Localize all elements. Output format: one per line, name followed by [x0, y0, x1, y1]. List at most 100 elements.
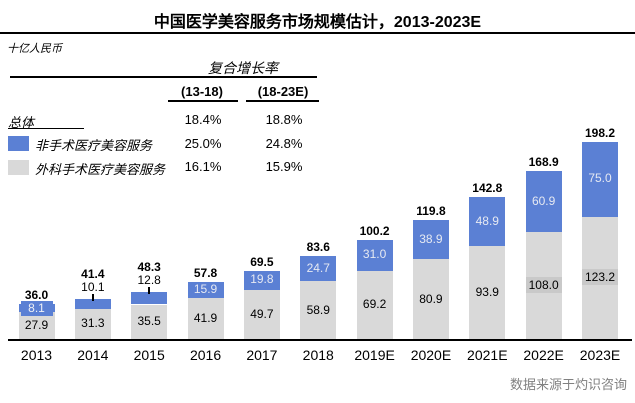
x-axis-label: 2020E [410, 347, 452, 363]
cagr-col-header-18-23e: (18-23E) [257, 84, 309, 99]
legend-swatch-non-surgical [8, 136, 29, 151]
bar-surgical-label-text: 49.7 [250, 307, 274, 322]
bar-segment-non-surgical [356, 239, 393, 271]
x-axis-label: 2022E [523, 347, 564, 363]
legend-total-underline [8, 128, 84, 129]
bar-surgical-label: 108.0 [514, 277, 574, 293]
cagr-col1-underline [168, 100, 238, 102]
bar-surgical-label: 35.5 [119, 314, 179, 328]
bar-surgical-label: 80.9 [401, 292, 461, 306]
bar-segment-non-surgical [412, 220, 449, 260]
bar-surgical-label-text: 123.2 [581, 269, 619, 286]
bar-segment-surgical [412, 259, 449, 340]
x-axis-label: 2023E [579, 347, 621, 363]
bar-surgical-label-text: 31.3 [81, 316, 105, 331]
y-axis-unit-label: 十亿人民币 [7, 43, 62, 55]
bar-segment-surgical [243, 290, 280, 340]
bar-total-label: 36.0 [24, 288, 49, 302]
title-divider [0, 32, 635, 34]
bar-non-surgical-label: 48.9 [475, 213, 499, 228]
bar-segment-non-surgical [74, 298, 111, 309]
bar-surgical-label-text: 27.9 [24, 318, 49, 333]
bar-total-label: 100.2 [359, 223, 390, 238]
bar-surgical-label: 49.7 [232, 307, 292, 321]
legend-swatch-surgical [8, 160, 29, 175]
legend-label-non-surgical: 非手术医疗美容服务 [35, 138, 153, 153]
bar-non-surgical-label: 60.9 [531, 193, 556, 208]
x-axis-label: 2019E [354, 347, 395, 363]
x-axis-line [8, 339, 632, 341]
bar-segment-surgical [187, 298, 224, 340]
bar-total-label: 41.4 [81, 266, 105, 281]
x-axis-label: 2021E [467, 347, 508, 363]
bar-non-surgical-label: 31.0 [362, 247, 387, 262]
bar-surgical-label: 93.9 [457, 285, 517, 299]
bar-surgical-label: 69.2 [345, 297, 405, 311]
bar-total-label: 119.8 [416, 204, 446, 219]
cagr-total-13-18: 18.4% [184, 112, 222, 127]
bar-non-surgical-label: 12.8 [137, 272, 161, 287]
cagr-surgical-13-18: 16.1% [184, 159, 222, 174]
x-axis-label: 2017 [246, 347, 278, 363]
bar-surgical-label: 27.9 [7, 318, 67, 332]
x-axis-label: 2018 [302, 347, 334, 363]
source-note: 数据来源于灼识咨询 [509, 377, 627, 392]
bar-non-surgical-label: 24.7 [306, 260, 330, 275]
bar-surgical-label: 31.3 [63, 316, 123, 330]
bar-segment-surgical [300, 281, 337, 340]
bar-segment-non-surgical [582, 141, 618, 217]
bar-surgical-label-text: 35.5 [137, 314, 161, 329]
bar-surgical-label-text: 80.9 [419, 291, 443, 306]
bar-label-leader-tick [148, 286, 150, 294]
bar-non-surgical-label: 8.1 [20, 300, 53, 316]
x-axis-label: 2016 [189, 347, 222, 363]
bar-surgical-label: 58.9 [288, 303, 348, 317]
legend-label-total: 总体 [8, 115, 35, 130]
bar-total-label: 48.3 [137, 259, 161, 274]
bar-non-surgical-label: 75.0 [588, 171, 612, 186]
cagr-total-18-23e: 18.8% [265, 112, 303, 127]
bar-segment-surgical [356, 270, 393, 340]
bar-segment-non-surgical [525, 171, 562, 232]
cagr-table-header: 复合增长率 [208, 62, 278, 77]
bar-non-surgical-label: 15.9 [193, 282, 218, 297]
bar-segment-non-surgical [243, 270, 280, 291]
legend-label-surgical: 外科手术医疗美容服务 [35, 162, 166, 177]
cagr-non-surgical-13-18: 25.0% [184, 136, 222, 151]
bar-label-leader-tick [92, 293, 94, 301]
bar-surgical-label-text: 69.2 [362, 297, 387, 312]
bar-total-label: 57.8 [193, 266, 218, 281]
x-axis-label: 2014 [77, 347, 109, 363]
bar-total-label: 142.8 [472, 181, 503, 196]
x-axis-label: 2015 [133, 347, 165, 363]
bar-total-label: 198.2 [584, 125, 616, 140]
bar-non-surgical-label: 10.1 [81, 279, 105, 294]
bar-total-label: 69.5 [250, 254, 274, 269]
bar-segment-surgical [131, 304, 168, 340]
bar-segment-surgical [74, 308, 111, 340]
bar-non-surgical-label: 38.9 [419, 231, 443, 246]
bar-surgical-label-text: 108.0 [525, 277, 562, 293]
page-title: 中国医学美容服务市场规模估计，2013-2023E [153, 14, 482, 31]
bar-surgical-label: 123.2 [570, 269, 630, 286]
bar-segment-surgical [469, 246, 506, 340]
bar-surgical-label-text: 58.9 [306, 302, 330, 317]
bar-total-label: 168.9 [528, 155, 559, 170]
bar-total-label: 83.6 [306, 240, 330, 255]
x-axis-label: 2013 [20, 347, 53, 363]
bar-segment-non-surgical [469, 197, 506, 247]
cagr-col2-underline [246, 100, 319, 102]
bar-surgical-label-text: 41.9 [193, 311, 218, 326]
bar-segment-non-surgical [131, 291, 168, 305]
cagr-non-surgical-18-23e: 24.8% [265, 136, 303, 151]
cagr-surgical-18-23e: 15.9% [265, 159, 303, 174]
bar-segment-surgical [18, 312, 55, 340]
bar-non-surgical-label: 19.8 [250, 272, 274, 287]
cagr-header-underline [10, 76, 317, 78]
bar-surgical-label: 41.9 [176, 311, 236, 325]
cagr-col-header-13-18: (13-18) [181, 84, 223, 99]
bar-segment-non-surgical [187, 282, 224, 299]
bar-segment-non-surgical [300, 256, 337, 282]
